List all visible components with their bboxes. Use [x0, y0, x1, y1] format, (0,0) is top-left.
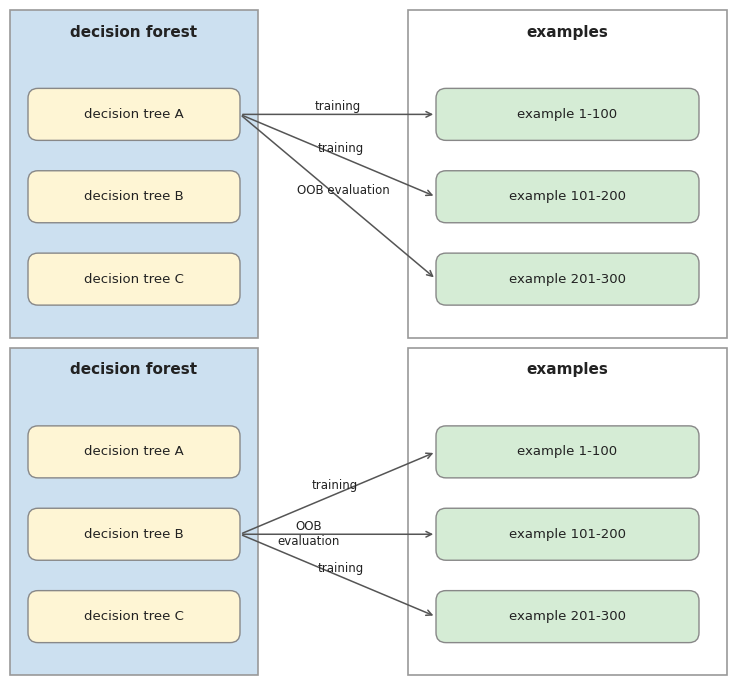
Text: decision tree C: decision tree C [84, 273, 184, 286]
Bar [408, 347, 727, 675]
Text: OOB
evaluation: OOB evaluation [277, 520, 340, 548]
FancyBboxPatch shape [28, 508, 240, 560]
Text: decision forest: decision forest [71, 25, 198, 40]
FancyBboxPatch shape [28, 590, 240, 643]
FancyBboxPatch shape [436, 508, 699, 560]
Text: decision tree C: decision tree C [84, 610, 184, 623]
Bar [408, 10, 727, 338]
FancyBboxPatch shape [436, 253, 699, 305]
Text: examples: examples [526, 25, 609, 40]
Text: decision tree A: decision tree A [84, 445, 184, 458]
Text: decision tree B: decision tree B [84, 190, 184, 203]
Text: example 201-300: example 201-300 [509, 273, 626, 286]
Bar [10, 10, 258, 338]
Text: training: training [318, 562, 364, 575]
FancyBboxPatch shape [28, 171, 240, 223]
Text: example 1-100: example 1-100 [517, 108, 618, 121]
FancyBboxPatch shape [436, 171, 699, 223]
Text: decision forest: decision forest [71, 362, 198, 377]
Text: example 1-100: example 1-100 [517, 445, 618, 458]
FancyBboxPatch shape [28, 253, 240, 305]
Text: example 201-300: example 201-300 [509, 610, 626, 623]
Text: example 101-200: example 101-200 [509, 190, 626, 203]
Text: examples: examples [526, 362, 609, 377]
Text: decision tree A: decision tree A [84, 108, 184, 121]
Text: training: training [315, 100, 361, 113]
Bar [10, 347, 258, 675]
Text: decision tree B: decision tree B [84, 527, 184, 540]
FancyBboxPatch shape [436, 88, 699, 140]
Text: training: training [318, 142, 364, 155]
FancyBboxPatch shape [436, 590, 699, 643]
Text: OOB evaluation: OOB evaluation [297, 184, 390, 197]
FancyBboxPatch shape [28, 88, 240, 140]
Text: training: training [312, 479, 358, 493]
FancyBboxPatch shape [28, 426, 240, 478]
Text: example 101-200: example 101-200 [509, 527, 626, 540]
FancyBboxPatch shape [436, 426, 699, 478]
